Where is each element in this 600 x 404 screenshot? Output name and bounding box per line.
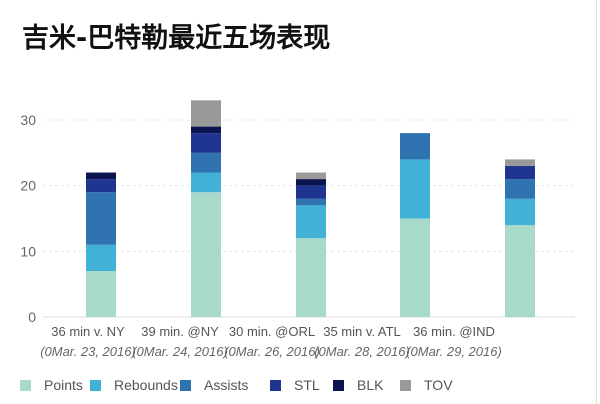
x-tick-date: (0Mar. 24, 2016)	[132, 344, 228, 359]
bar-segment-tov	[191, 100, 221, 127]
bar-segment-rebounds	[505, 198, 535, 226]
x-tick-label: 36 min. @IND	[413, 324, 495, 339]
x-tick-label: 36 min v. NY	[51, 324, 125, 339]
bar-segment-assists	[191, 152, 221, 173]
legend-swatch	[333, 380, 344, 391]
frame-border	[596, 0, 597, 404]
bar-segment-stl	[296, 185, 326, 199]
bar-segment-tov	[505, 159, 535, 166]
legend-label: BLK	[357, 377, 384, 393]
legend-swatch	[400, 380, 411, 391]
bar-segment-blk	[296, 179, 326, 186]
bar-segment-stl	[86, 179, 116, 193]
x-tick-date: (0Mar. 23, 2016)	[40, 344, 136, 359]
y-tick-label: 30	[20, 112, 36, 128]
bar-segment-rebounds	[86, 244, 116, 272]
bar-segment-points	[86, 271, 116, 317]
bar-segment-tov	[296, 172, 326, 180]
bar-segment-points	[505, 225, 535, 317]
legend-label: STL	[294, 377, 320, 393]
legend-label: Points	[44, 377, 83, 393]
y-tick-label: 0	[28, 309, 36, 325]
bar-segment-rebounds	[191, 172, 221, 193]
bar-segment-points	[400, 218, 430, 317]
chart-title: 吉米-巴特勒最近五场表现	[22, 23, 331, 54]
bar-segment-assists	[505, 179, 535, 199]
legend-label: TOV	[424, 377, 453, 393]
legend-swatch	[270, 380, 281, 391]
y-tick-label: 10	[20, 243, 36, 259]
legend-swatch	[180, 380, 191, 391]
x-tick-date: (0Mar. 29, 2016)	[406, 344, 502, 359]
bar-segment-rebounds	[400, 159, 430, 219]
bar-segment-assists	[400, 133, 430, 160]
bar-segment-blk	[86, 172, 116, 180]
x-tick-label: 35 min v. ATL	[323, 324, 401, 339]
x-tick-label: 30 min. @ORL	[229, 324, 315, 339]
bar-segment-assists	[296, 198, 326, 206]
x-tick-date: (0Mar. 28, 2016)	[314, 344, 410, 359]
bar-segment-points	[191, 192, 221, 317]
x-tick-date: (0Mar. 26, 2016)	[224, 344, 320, 359]
bar-segment-stl	[191, 133, 221, 153]
x-tick-label: 39 min. @NY	[141, 324, 219, 339]
bar-segment-points	[296, 238, 326, 317]
legend-label: Rebounds	[114, 377, 178, 393]
legend-swatch	[90, 380, 101, 391]
y-tick-label: 20	[20, 178, 36, 194]
bar-segment-rebounds	[296, 205, 326, 239]
bar-segment-assists	[86, 192, 116, 245]
legend-swatch	[20, 380, 31, 391]
bar-segment-stl	[505, 165, 535, 180]
bar-segment-blk	[191, 126, 221, 134]
legend-label: Assists	[204, 377, 248, 393]
